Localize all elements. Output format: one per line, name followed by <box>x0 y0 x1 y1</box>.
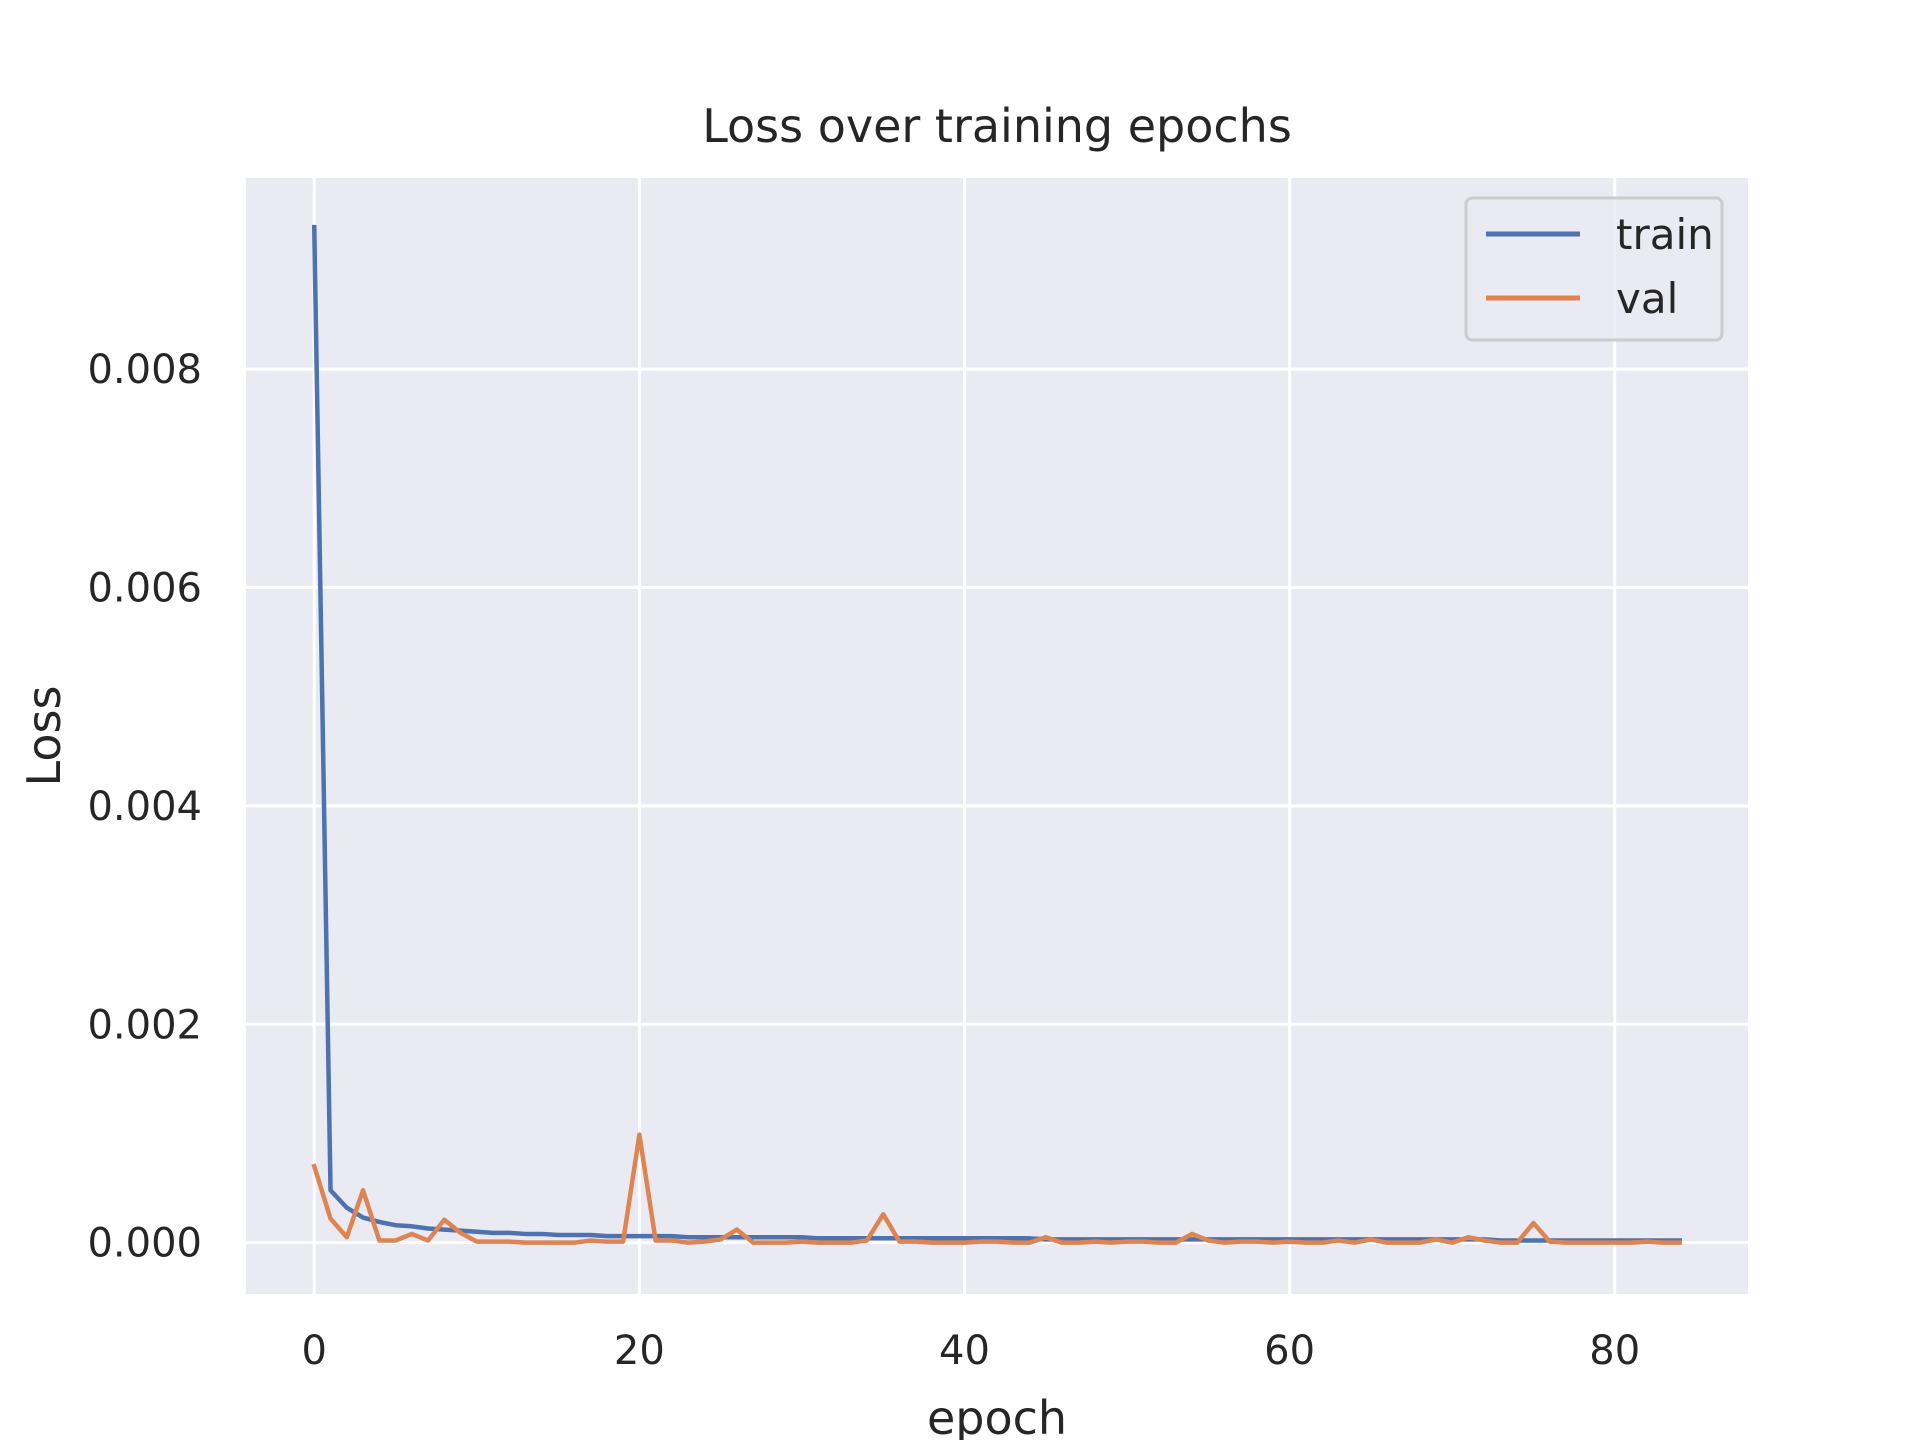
x-tick-label: 0 <box>302 1328 327 1374</box>
y-tick-label: 0.004 <box>87 784 202 830</box>
series-line-val <box>311 1132 1682 1245</box>
y-tick-label: 0.008 <box>87 347 202 393</box>
x-tick-label: 60 <box>1264 1328 1315 1374</box>
plot-area <box>246 178 1748 1294</box>
x-tick-label: 40 <box>939 1328 990 1374</box>
x-axis-label: epoch <box>927 1391 1067 1440</box>
chart-title: Loss over training epochs <box>702 99 1292 153</box>
legend: train val <box>1464 196 1724 342</box>
x-tick-label: 20 <box>614 1328 665 1374</box>
y-tick-label: 0.002 <box>87 1002 202 1048</box>
x-tick-labels: 0 20 40 60 80 <box>302 1328 1641 1374</box>
legend-label-val: val <box>1616 274 1678 323</box>
y-axis-label: Loss <box>17 686 71 787</box>
legend-label-train: train <box>1616 210 1714 259</box>
y-tick-label: 0.000 <box>87 1221 202 1267</box>
series-layer <box>311 224 1682 1245</box>
x-gridlines <box>312 178 1617 1294</box>
y-tick-labels: 0.000 0.002 0.004 0.006 0.008 <box>87 347 202 1267</box>
series-line-train <box>311 224 1682 1243</box>
x-tick-label: 80 <box>1589 1328 1640 1374</box>
y-tick-label: 0.006 <box>87 565 202 611</box>
